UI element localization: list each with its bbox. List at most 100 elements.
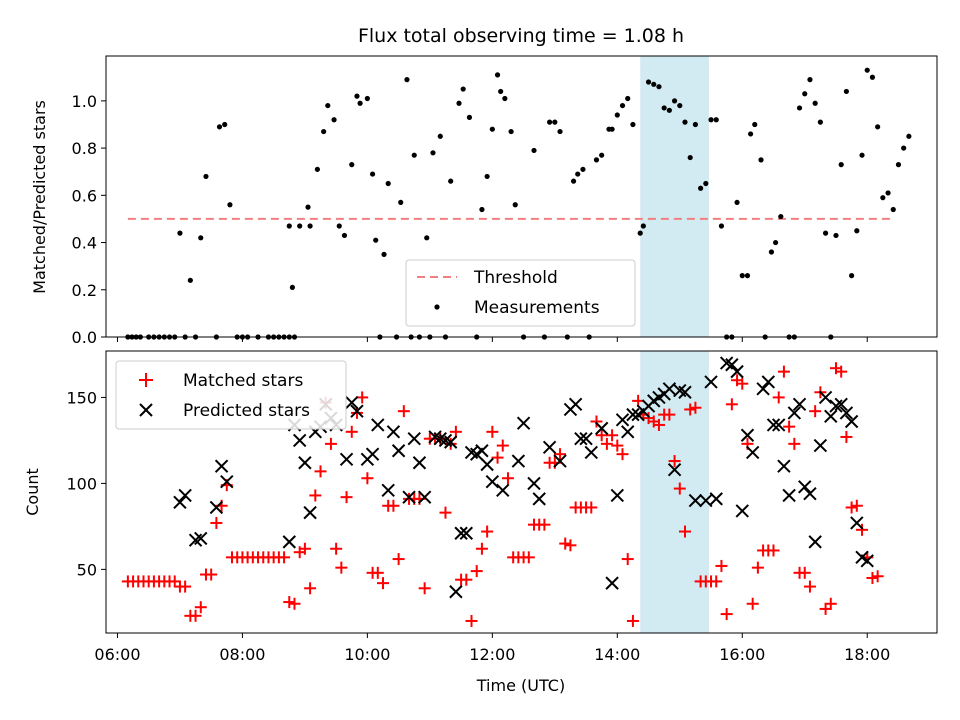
measurement-point xyxy=(758,157,764,163)
matched-star-point xyxy=(725,398,738,411)
predicted-star-point xyxy=(610,488,625,503)
measurement-point xyxy=(637,230,643,236)
predicted-star-point xyxy=(792,397,807,412)
matched-star-point xyxy=(845,501,858,514)
predicted-star-point xyxy=(761,375,776,389)
measurement-point xyxy=(661,105,667,111)
legend-threshold-label: Threshold xyxy=(473,268,558,288)
predicted-star-point xyxy=(615,413,630,427)
predicted-star-point xyxy=(282,535,296,549)
measurement-point xyxy=(901,145,907,151)
measurement-point xyxy=(498,88,504,95)
bottom-panel: 50 100 150 06:00 08:00 10:00 12:00 14:00 16:00 1… xyxy=(23,350,938,695)
measurement-point xyxy=(198,235,204,241)
measurement-point xyxy=(838,162,844,168)
measurement-point xyxy=(739,273,745,279)
bottom-y-axis-label: Count xyxy=(23,468,42,516)
measurement-point xyxy=(692,121,699,128)
matched-star-point xyxy=(335,561,348,574)
matched-star-point xyxy=(798,566,811,579)
matched-star-point xyxy=(600,437,613,450)
matched-star-point xyxy=(710,575,723,588)
matched-star-point xyxy=(465,614,478,627)
predicted-star-point xyxy=(735,504,749,518)
legend-measurements-label: Measurements xyxy=(474,298,600,318)
bottom-x-tick-label: 18:00 xyxy=(844,645,890,664)
top-y-tick-label: 0.6 xyxy=(72,186,97,205)
predicted-star-point xyxy=(527,476,541,491)
matched-star-point xyxy=(783,420,796,433)
measurement-point xyxy=(531,147,537,154)
predicted-star-point xyxy=(688,493,703,508)
measurement-point xyxy=(424,235,430,241)
measurement-point xyxy=(859,152,865,158)
matched-star-point xyxy=(767,544,780,557)
matched-star-point xyxy=(621,553,634,566)
predicted-star-point xyxy=(568,397,583,412)
matched-star-point xyxy=(668,455,681,468)
measurement-point xyxy=(364,95,370,102)
matched-star-point xyxy=(606,429,619,442)
measurement-point xyxy=(614,112,620,118)
matched-star-point xyxy=(522,551,535,564)
predicted-star-point xyxy=(407,431,421,446)
predicted-star-point xyxy=(350,404,364,418)
measurement-point xyxy=(895,162,902,168)
predicted-star-point xyxy=(209,500,224,515)
measurement-point xyxy=(869,74,876,80)
legend-measurements-swatch xyxy=(434,304,440,310)
measurement-point xyxy=(599,152,605,158)
predicted-star-point xyxy=(194,531,208,546)
matched-star-point xyxy=(283,596,296,609)
measurement-point xyxy=(698,185,704,191)
measurement-point xyxy=(580,166,586,172)
predicted-star-point xyxy=(454,526,468,540)
matched-star-point xyxy=(835,365,848,378)
measurement-point xyxy=(875,124,881,130)
matched-star-point xyxy=(611,439,624,452)
bottom-plot-frame xyxy=(105,350,938,634)
matched-star-point xyxy=(652,418,665,431)
top-panel: 0.0 0.2 0.4 0.6 0.8 1.0 Matched/Predicted sta… xyxy=(30,55,938,347)
predicted-star-point xyxy=(485,474,500,489)
measurement-point xyxy=(864,67,870,73)
matched-star-point xyxy=(298,542,311,555)
measurement-point xyxy=(570,178,577,184)
predicted-star-point xyxy=(777,459,791,473)
measurement-point xyxy=(666,107,672,113)
measurement-point xyxy=(713,117,719,123)
predicted-stars-points xyxy=(173,356,874,599)
predicted-star-point xyxy=(365,447,380,461)
predicted-star-point xyxy=(402,490,416,504)
predicted-star-point xyxy=(553,454,567,468)
predicted-star-point xyxy=(730,364,744,379)
predicted-star-point xyxy=(303,505,317,520)
measurement-point xyxy=(398,199,404,206)
predicted-star-point xyxy=(782,488,796,503)
bottom-legend: Matched stars Predicted stars xyxy=(115,360,347,430)
measurement-point xyxy=(843,88,850,95)
top-legend: Threshold Measurements xyxy=(405,259,636,327)
predicted-star-point xyxy=(667,462,682,477)
matched-star-point xyxy=(824,597,837,610)
predicted-star-point xyxy=(824,409,838,424)
matched-star-point xyxy=(309,489,322,502)
bottom-x-tick-label: 06:00 xyxy=(94,645,140,664)
measurement-point xyxy=(466,114,473,120)
predicted-star-point xyxy=(626,407,640,422)
measurement-point xyxy=(430,150,436,156)
matched-star-point xyxy=(850,499,863,512)
predicted-star-point xyxy=(475,444,489,458)
matched-star-point xyxy=(871,570,884,583)
predicted-star-point xyxy=(678,385,692,399)
predicted-star-point xyxy=(787,406,802,420)
predicted-star-point xyxy=(417,490,432,504)
matched-star-point xyxy=(585,501,598,514)
measurement-point xyxy=(489,126,495,132)
predicted-star-point xyxy=(511,454,526,468)
observing-highlight-span xyxy=(640,56,709,337)
matched-star-point xyxy=(210,516,223,529)
legend-matched-swatch xyxy=(139,373,153,387)
matched-star-point xyxy=(788,437,801,450)
